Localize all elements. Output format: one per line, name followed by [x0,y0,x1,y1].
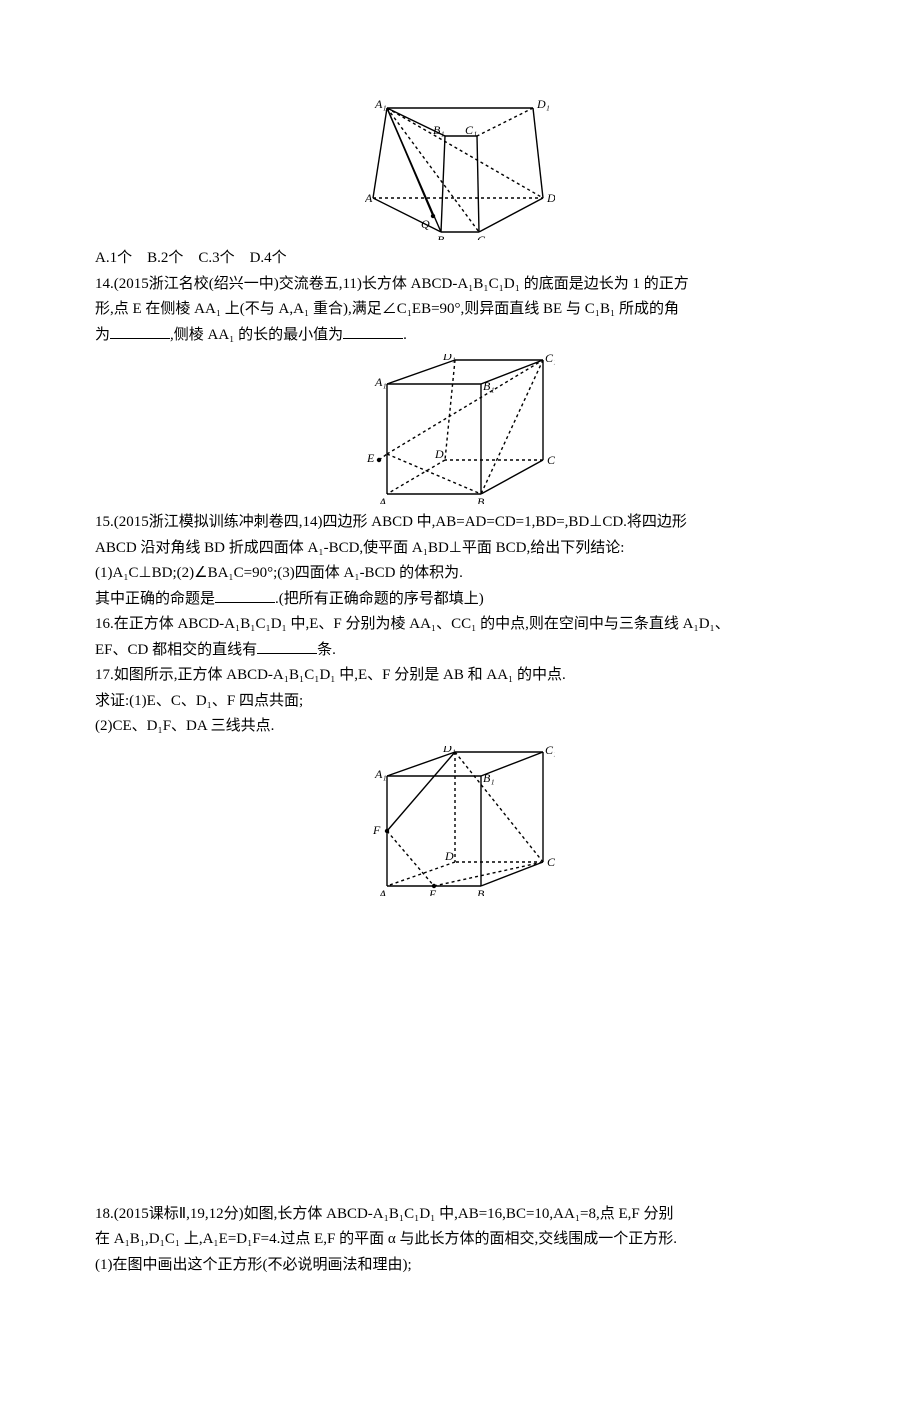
svg-text:A: A [378,495,387,504]
blank-count [257,639,317,654]
fig3-geometry [386,752,544,888]
q17-line2: 求证:(1)E、C、D₁、F 四点共面; [95,689,825,715]
prism-figure-1: A₁ D₁ B₁ C₁ A D B C Q [365,100,555,240]
q16-line1: 16.在正方体 ABCD-A₁B₁C₁D₁ 中,E、F 分别为棱 AA₁、CC₁… [95,612,825,638]
q15-line4: 其中正确的命题是.(把所有正确命题的序号都填上) [95,587,825,613]
q14-line1: 14.(2015浙江名校(绍兴一中)交流卷五,11)长方体 ABCD-A₁B₁C… [95,272,825,298]
svg-text:D: D [444,849,454,863]
cube-figure-3: A₁ D₁ B₁ C₁ F D C A E B [365,746,555,896]
q17-line1: 17.如图所示,正方体 ABCD-A₁B₁C₁D₁ 中,E、F 分别是 AB 和… [95,663,825,689]
cuboid-figure-2: A₁ D₁ B₁ C₁ E D C A B [365,354,555,504]
fig1-labels: A₁ D₁ B₁ C₁ A D B C Q [365,100,555,240]
q15-line2: ABCD 沿对角线 BD 折成四面体 A₁-BCD,使平面 A₁BD⊥平面 BC… [95,536,825,562]
svg-text:B: B [437,233,445,240]
fig1-geometry [373,108,543,232]
q17-line3: (2)CE、D₁F、DA 三线共点. [95,714,825,740]
svg-text:A: A [365,191,373,205]
svg-text:F: F [372,823,381,837]
svg-text:B₁: B₁ [433,123,445,137]
svg-text:B: B [477,495,485,504]
q16-line2: EF、CD 都相交的直线有条. [95,638,825,664]
svg-text:D: D [546,191,555,205]
svg-text:C: C [547,453,555,467]
svg-text:A: A [378,887,387,896]
svg-text:A₁: A₁ [374,375,387,389]
svg-text:E: E [428,887,437,896]
svg-text:C₁: C₁ [465,123,477,137]
q13-options: A.1个 B.2个 C.3个 D.4个 [95,246,825,272]
q14-line3: 为,侧棱 AA₁ 的长的最小值为. [95,323,825,349]
svg-text:D₁: D₁ [536,100,550,111]
blank-space [95,902,825,1202]
q15-line3: (1)A₁C⊥BD;(2)∠BA₁C=90°;(3)四面体 A₁-BCD 的体积… [95,561,825,587]
fig2-labels: A₁ D₁ B₁ C₁ E D C A B [366,354,555,504]
blank-length [343,324,403,339]
q18-line3: (1)在图中画出这个正方形(不必说明画法和理由); [95,1253,825,1279]
svg-text:E: E [366,451,375,465]
q18-line1: 18.(2015课标Ⅱ,19,12分)如图,长方体 ABCD-A₁B₁C₁D₁ … [95,1202,825,1228]
q14-line2: 形,点 E 在侧棱 AA₁ 上(不与 A,A₁ 重合),满足∠C₁EB=90°,… [95,297,825,323]
svg-text:A₁: A₁ [374,100,387,111]
svg-text:B₁: B₁ [483,771,495,785]
fig3-labels: A₁ D₁ B₁ C₁ F D C A E B [372,746,555,896]
blank-propositions [215,588,275,603]
q15-line1: 15.(2015浙江模拟训练冲刺卷四,14)四边形 ABCD 中,AB=AD=C… [95,510,825,536]
fig2-geometry [378,360,544,494]
svg-text:Q: Q [421,217,430,231]
svg-text:C₁: C₁ [545,354,555,365]
svg-text:D₁: D₁ [442,746,456,755]
svg-text:C: C [547,855,555,869]
svg-text:D₁: D₁ [442,354,456,363]
svg-text:A₁: A₁ [374,767,387,781]
q18-line2: 在 A₁B₁,D₁C₁ 上,A₁E=D₁F=4.过点 E,F 的平面 α 与此长… [95,1227,825,1253]
blank-angle [110,324,170,339]
svg-text:B₁: B₁ [483,379,495,393]
svg-text:C₁: C₁ [545,746,555,757]
svg-text:B: B [477,887,485,896]
svg-text:D: D [434,447,444,461]
svg-text:C: C [477,233,486,240]
